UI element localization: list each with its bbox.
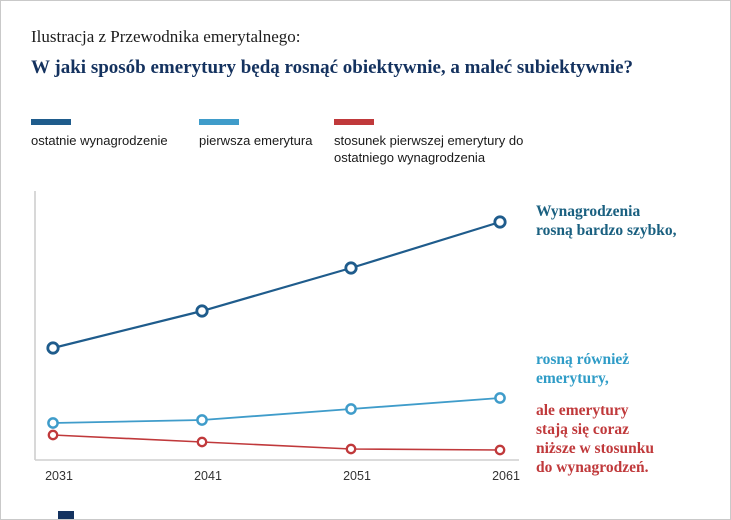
chart-point <box>494 392 506 404</box>
legend-label: stosunek pierwszej emerytury do ostatnie… <box>334 133 524 165</box>
chart-point <box>493 215 507 229</box>
chart-svg: 2031 2041 2051 2061 <box>34 191 520 483</box>
chart-point <box>47 417 59 429</box>
chart-point <box>46 341 60 355</box>
chart-line <box>52 397 501 424</box>
chart-point <box>344 261 358 275</box>
legend-label: pierwsza emerytura <box>199 133 313 148</box>
legend-label: ostatnie wynagrodzenie <box>31 133 168 148</box>
chart-line <box>52 434 501 451</box>
kicker-text: Ilustracja z Przewodnika emerytalnego: <box>31 27 301 46</box>
legend-swatch <box>199 119 239 125</box>
legend-item: pierwsza emerytura <box>199 119 334 150</box>
chart-annotation: rosną również emerytury, <box>536 351 630 387</box>
legend-item: stosunek pierwszej emerytury do ostatnie… <box>334 119 534 167</box>
chart-point <box>196 436 208 448</box>
chart-point <box>196 414 208 426</box>
chart-annotation: Wynagrodzenia rosną bardzo szybko, <box>536 203 677 239</box>
x-tick-label: 2061 <box>492 469 520 483</box>
chart-point <box>47 429 59 441</box>
legend-item: ostatnie wynagrodzenie <box>31 119 199 150</box>
bottom-logo-mark <box>58 511 74 519</box>
chart-annotation: ale emerytury stają się coraz niższe w s… <box>536 402 654 476</box>
chart-point <box>345 443 357 455</box>
x-tick-label: 2041 <box>194 469 222 483</box>
line-chart: 2031 2041 2051 2061 <box>29 183 534 493</box>
page-title: W jaki sposób emerytury będą rosnąć obie… <box>31 57 634 78</box>
chart-legend: ostatnie wynagrodzenie pierwsza emerytur… <box>31 119 534 167</box>
chart-point <box>494 444 506 456</box>
chart-point <box>195 304 209 318</box>
chart-point <box>345 403 357 415</box>
x-tick-label: 2051 <box>343 469 371 483</box>
legend-swatch <box>334 119 374 125</box>
chart-line <box>52 220 501 350</box>
x-tick-label: 2031 <box>45 469 73 483</box>
legend-swatch <box>31 119 71 125</box>
